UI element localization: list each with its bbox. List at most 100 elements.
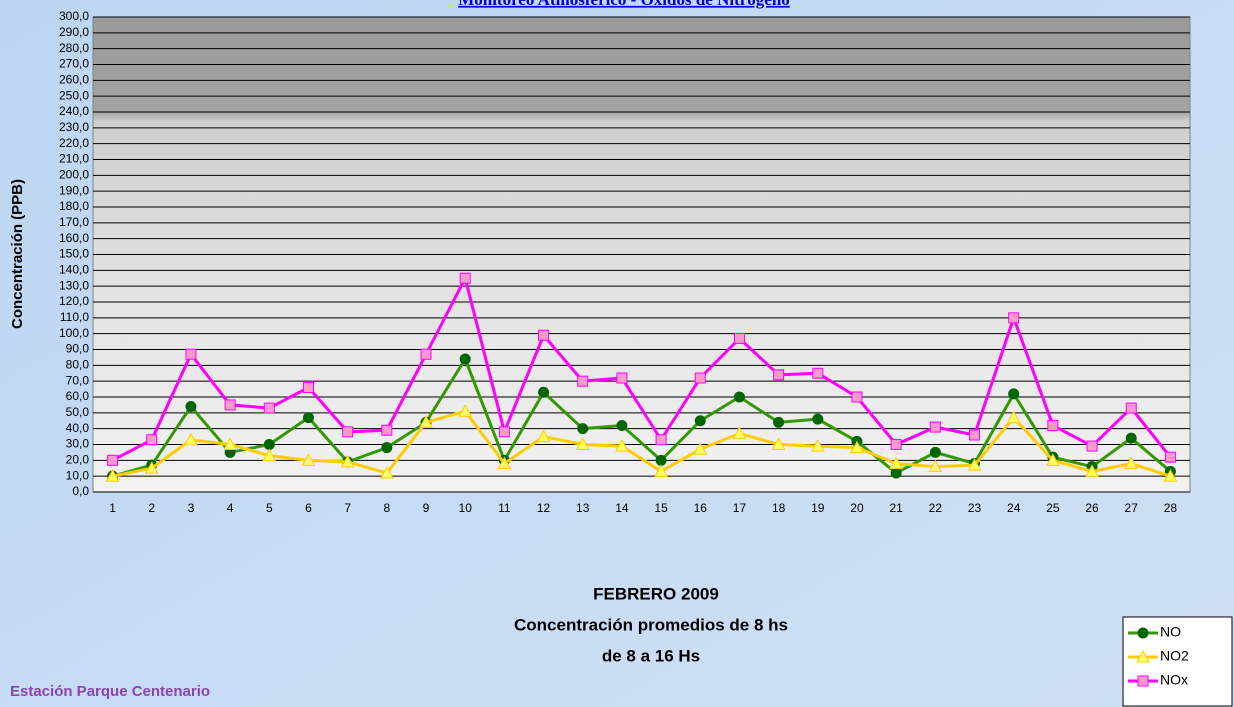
x-tick-label: 3 xyxy=(188,501,195,515)
x-tick-label: 5 xyxy=(266,501,273,515)
data-point xyxy=(969,429,981,441)
data-point xyxy=(302,412,314,424)
data-point xyxy=(654,464,668,477)
y-tick-label: 80,0 xyxy=(66,358,90,372)
y-tick-label: 100,0 xyxy=(59,326,89,340)
data-point xyxy=(185,401,197,412)
data-point xyxy=(263,402,275,414)
x-tick-label: 16 xyxy=(694,501,708,515)
data-point xyxy=(810,439,825,452)
x-tick-label: 19 xyxy=(811,501,825,515)
x-tick-label: 12 xyxy=(537,501,551,515)
data-point xyxy=(577,423,589,435)
data-point xyxy=(263,439,275,450)
y-tick-label: 300,0 xyxy=(59,9,89,23)
data-point xyxy=(1008,388,1020,400)
data-point xyxy=(575,437,590,450)
chart-title: Monitoreo Atmosférico - Óxidos de Nitróg… xyxy=(458,0,790,9)
data-point xyxy=(732,426,747,439)
y-tick-label: 290,0 xyxy=(59,25,89,39)
series-line xyxy=(112,409,1171,478)
data-point xyxy=(733,391,745,403)
y-tick-label: 170,0 xyxy=(59,215,89,229)
y-tick-label: 280,0 xyxy=(59,41,89,55)
data-point xyxy=(538,386,550,398)
data-point xyxy=(773,369,785,381)
data-point xyxy=(577,375,589,387)
data-point xyxy=(1086,440,1098,452)
data-point xyxy=(262,448,277,462)
data-point xyxy=(615,439,629,452)
x-tick-label: 20 xyxy=(850,501,864,515)
x-axis-label: FEBRERO 2009 xyxy=(593,584,719,603)
y-tick-label: 220,0 xyxy=(59,136,89,150)
y-tick-label: 30,0 xyxy=(66,437,90,451)
x-tick-label: 9 xyxy=(423,501,430,515)
series-line xyxy=(112,355,1172,478)
data-point xyxy=(459,353,471,365)
x-tick-label: 7 xyxy=(344,501,351,515)
x-tick-label: 15 xyxy=(654,501,668,515)
x-tick-label: 10 xyxy=(459,501,473,515)
data-point xyxy=(889,456,904,469)
data-point xyxy=(419,415,433,428)
x-tick-label: 27 xyxy=(1125,501,1139,515)
legend-marker xyxy=(1136,649,1150,663)
data-point xyxy=(773,416,785,428)
y-tick-label: 70,0 xyxy=(66,373,90,387)
data-point xyxy=(459,272,471,284)
data-point xyxy=(929,421,941,433)
data-point xyxy=(342,426,354,438)
data-point xyxy=(1046,453,1060,466)
x-tick-label: 21 xyxy=(889,501,903,515)
y-tick-label: 260,0 xyxy=(59,73,89,87)
y-tick-label: 40,0 xyxy=(66,421,90,435)
x-tick-label: 14 xyxy=(615,501,629,515)
x-tick-label: 26 xyxy=(1085,501,1099,515)
data-point xyxy=(223,437,237,450)
x-tick-label: 24 xyxy=(1007,501,1021,515)
data-point xyxy=(1163,469,1178,482)
data-point xyxy=(1124,456,1139,469)
y-tick-label: 270,0 xyxy=(59,57,89,71)
x-tick-label: 22 xyxy=(929,501,943,515)
data-point xyxy=(105,469,120,482)
data-point xyxy=(812,413,824,425)
data-point xyxy=(381,442,393,454)
y-tick-label: 240,0 xyxy=(59,104,89,118)
data-point xyxy=(1006,410,1021,424)
data-point xyxy=(890,439,902,450)
y-tick-label: 60,0 xyxy=(66,389,90,403)
y-tick-label: 20,0 xyxy=(66,453,90,467)
data-point xyxy=(536,429,551,443)
data-point xyxy=(850,440,864,454)
data-point xyxy=(107,454,119,466)
x-tick-label: 2 xyxy=(148,501,155,515)
x-tick-label: 17 xyxy=(733,501,747,515)
y-tick-label: 230,0 xyxy=(59,120,89,134)
x-tick-label: 11 xyxy=(498,501,511,515)
data-point xyxy=(655,434,667,446)
data-point xyxy=(144,461,159,474)
data-point xyxy=(301,453,316,466)
data-point xyxy=(616,420,628,431)
legend-marker xyxy=(1137,627,1149,639)
x-tick-label: 23 xyxy=(968,501,982,515)
legend-label: NOx xyxy=(1160,672,1188,688)
data-point xyxy=(185,348,197,360)
data-point xyxy=(302,382,314,393)
x-tick-label: 28 xyxy=(1164,501,1178,515)
y-tick-label: 180,0 xyxy=(59,199,89,213)
y-tick-label: 190,0 xyxy=(59,183,89,197)
data-point xyxy=(812,367,824,379)
footer: Estación Parque Centenario xyxy=(10,683,210,700)
x-tick-label: 4 xyxy=(227,501,234,515)
y-tick-label: 120,0 xyxy=(59,294,89,308)
y-tick-label: 0,0 xyxy=(72,484,89,498)
x-tick-label: 8 xyxy=(383,501,390,515)
y-tick-label: 160,0 xyxy=(59,231,89,245)
x-tick-label: 25 xyxy=(1046,501,1060,515)
data-point xyxy=(1008,312,1020,324)
x-tick-label: 13 xyxy=(576,501,590,515)
data-point xyxy=(340,454,355,468)
